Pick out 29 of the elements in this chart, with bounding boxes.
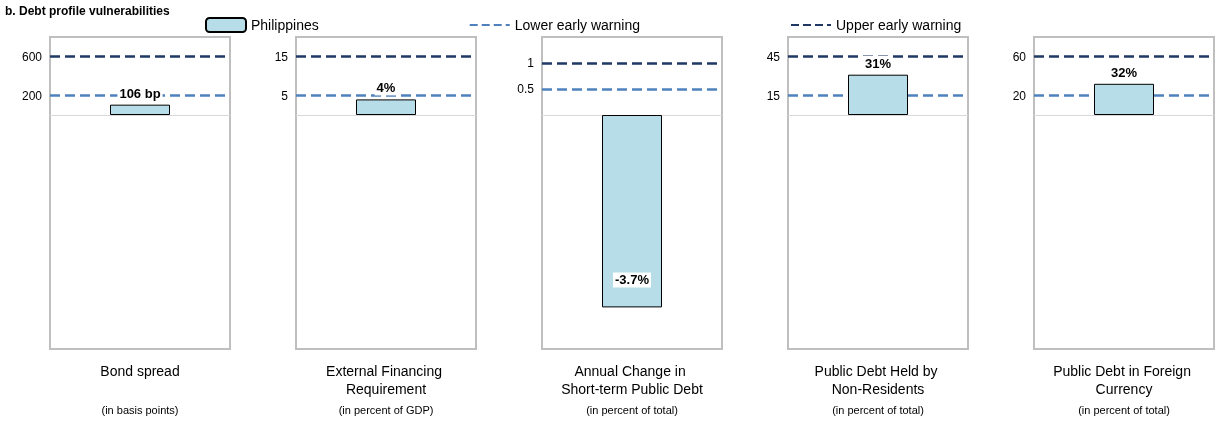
x-axis-title: External Financing Requirement [326, 363, 446, 397]
y-tick-label: 60 [1012, 49, 1027, 64]
chart-title: b. Debt profile vulnerabilities [5, 4, 171, 18]
text: (in percent of total) [1078, 403, 1170, 416]
y-tick-label: 15 [766, 88, 781, 103]
text: (in percent of GDP) [338, 403, 434, 416]
text: (in percent of total) [832, 403, 924, 416]
legend-label: Upper early warning [835, 17, 962, 33]
legend-label: Philippines [251, 17, 319, 33]
text: (in percent of total) [586, 403, 678, 416]
data-label: 31% [864, 55, 892, 71]
y-tick-label: 200 [21, 88, 43, 103]
x-axis-title: Public Debt in Foreign Currency [1053, 363, 1195, 397]
y-tick-label: 0.5 [517, 82, 535, 96]
y-tick-label: 5 [281, 88, 289, 103]
y-tick-label: 15 [274, 49, 289, 64]
text: (in basis points) [101, 403, 179, 416]
data-label: -3.7% [615, 272, 650, 288]
data-label: 32% [1110, 64, 1138, 80]
legend-label: Lower early warning [514, 17, 641, 33]
y-tick-label: 600 [21, 49, 43, 64]
x-axis-title: Bond spread [100, 363, 180, 379]
y-tick-label: 45 [766, 49, 781, 64]
x-axis-title: Annual Change in Short-term Public Debt [561, 363, 703, 397]
y-tick-label: 20 [1012, 88, 1027, 103]
data-label: 106 bp [119, 85, 161, 101]
y-tick-label: 1 [527, 56, 535, 70]
data-label: 4% [376, 80, 396, 96]
x-axis-title: Public Debt Held by Non-Residents [814, 363, 942, 397]
